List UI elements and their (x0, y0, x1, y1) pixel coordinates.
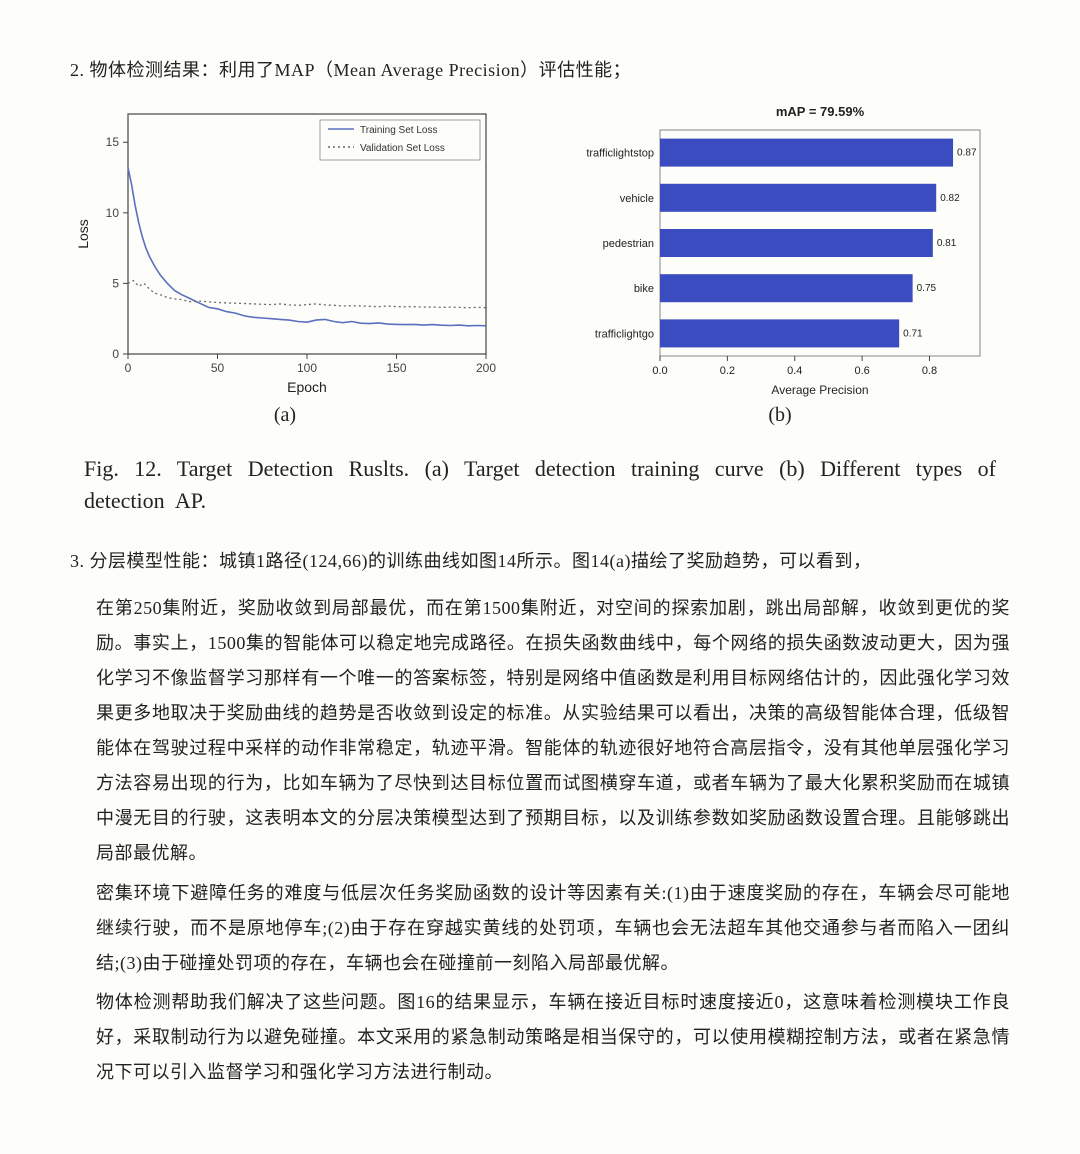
section-3-para-1: 在第250集附近，奖励收敛到局部最优，而在第1500集附近，对空间的探索加剧，跳… (96, 591, 1010, 872)
svg-text:0.87: 0.87 (957, 148, 977, 159)
svg-text:0.82: 0.82 (940, 193, 960, 204)
svg-text:5: 5 (112, 276, 119, 290)
svg-text:0: 0 (125, 361, 132, 375)
svg-text:Validation Set Loss: Validation Set Loss (360, 143, 445, 154)
svg-text:15: 15 (106, 135, 120, 149)
section-3-number: 3. (70, 551, 85, 571)
section-2-heading: 2. 物体检测结果：利用了MAP（Mean Average Precision）… (70, 56, 1010, 82)
svg-text:50: 50 (211, 361, 225, 375)
svg-text:100: 100 (297, 361, 317, 375)
ap-chart: mAP = 79.59% 0.0 0.2 0.4 0.6 0.8 Average Preci… (550, 100, 1010, 400)
svg-text:vehicle: vehicle (620, 193, 654, 205)
svg-text:200: 200 (476, 361, 496, 375)
section-3-heading: 3. 分层模型性能：城镇1路径(124,66)的训练曲线如图14所示。图14(a… (70, 547, 1010, 573)
page-root: 2. 物体检测结果：利用了MAP（Mean Average Precision）… (0, 0, 1080, 1154)
svg-text:10: 10 (106, 206, 120, 220)
svg-text:Loss: Loss (75, 219, 91, 249)
svg-text:mAP = 79.59%: mAP = 79.59% (776, 104, 865, 119)
svg-text:trafficlightgo: trafficlightgo (595, 328, 654, 340)
svg-text:Training Set Loss: Training Set Loss (360, 125, 437, 136)
svg-text:0.71: 0.71 (903, 328, 923, 339)
svg-text:0.81: 0.81 (937, 238, 957, 249)
svg-text:0.8: 0.8 (922, 365, 937, 377)
svg-text:bike: bike (634, 283, 654, 295)
svg-text:Epoch: Epoch (287, 379, 327, 395)
figure-12-row: 0 50 100 150 200 0 5 10 15 Epoch Loss Training Set … (70, 100, 1010, 427)
section-2-title: 物体检测结果：利用了MAP（Mean Average Precision）评估性… (90, 60, 632, 80)
svg-text:0.4: 0.4 (787, 365, 802, 377)
section-3-para-3: 物体检测帮助我们解决了这些问题。图16的结果显示，车辆在接近目标时速度接近0，这… (96, 985, 1010, 1090)
svg-text:0.0: 0.0 (652, 365, 667, 377)
svg-text:150: 150 (386, 361, 406, 375)
section-2-number: 2. (70, 60, 85, 80)
svg-text:0: 0 (112, 347, 119, 361)
svg-text:0.6: 0.6 (854, 365, 869, 377)
loss-chart: 0 50 100 150 200 0 5 10 15 Epoch Loss Training Set … (70, 100, 500, 400)
figure-12a-col: 0 50 100 150 200 0 5 10 15 Epoch Loss Training Set … (70, 100, 500, 427)
figure-12b-label: (b) (768, 404, 791, 427)
figure-12-caption: Fig. 12. Target Detection Ruslts. (a) Ta… (84, 453, 996, 517)
svg-text:trafficlightstop: trafficlightstop (586, 148, 654, 160)
svg-text:pedestrian: pedestrian (603, 238, 654, 250)
figure-12a-label: (a) (274, 404, 296, 427)
svg-text:0.2: 0.2 (720, 365, 735, 377)
section-3-para-2: 密集环境下避障任务的难度与低层次任务奖励函数的设计等因素有关:(1)由于速度奖励… (96, 876, 1010, 981)
svg-text:0.75: 0.75 (917, 283, 937, 294)
figure-12b-col: mAP = 79.59% 0.0 0.2 0.4 0.6 0.8 Average Preci… (550, 100, 1010, 427)
section-3-title: 分层模型性能：城镇1路径(124,66)的训练曲线如图14所示。图14(a)描绘… (90, 551, 872, 571)
svg-text:Average Precision: Average Precision (771, 383, 868, 397)
